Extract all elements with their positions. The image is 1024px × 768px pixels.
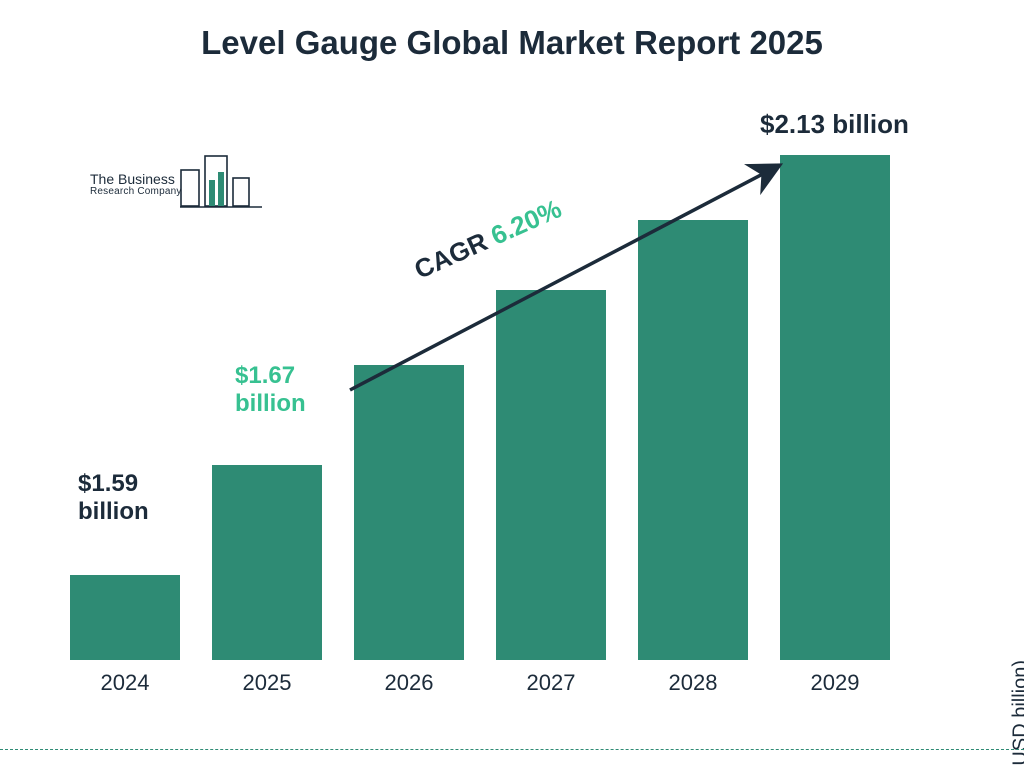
chart-plot-area <box>70 130 940 660</box>
bar-2025 <box>212 465 322 660</box>
x-label-2024: 2024 <box>70 670 180 696</box>
bar-2028 <box>638 220 748 660</box>
bar-2024 <box>70 575 180 660</box>
chart-title: Level Gauge Global Market Report 2025 <box>0 24 1024 62</box>
bar-2029 <box>780 155 890 660</box>
x-label-2029: 2029 <box>780 670 890 696</box>
callout-2024: $1.59 billion <box>78 470 149 525</box>
chart-container: Level Gauge Global Market Report 2025 Th… <box>0 0 1024 768</box>
callout-2029: $2.13 billion <box>760 110 909 140</box>
bar-2027 <box>496 290 606 660</box>
x-label-2028: 2028 <box>638 670 748 696</box>
footer-dashed-line <box>0 749 1024 750</box>
x-label-2025: 2025 <box>212 670 322 696</box>
callout-2024-unit: billion <box>78 498 149 525</box>
callout-2025-unit: billion <box>235 390 306 417</box>
x-label-2026: 2026 <box>354 670 464 696</box>
x-label-2027: 2027 <box>496 670 606 696</box>
callout-2025-amount: $1.67 <box>235 362 295 389</box>
callout-2025: $1.67 billion <box>235 362 306 417</box>
callout-2024-amount: $1.59 <box>78 470 138 497</box>
y-axis-label: Market Size (in USD billion) <box>1010 660 1024 768</box>
bar-2026 <box>354 365 464 660</box>
